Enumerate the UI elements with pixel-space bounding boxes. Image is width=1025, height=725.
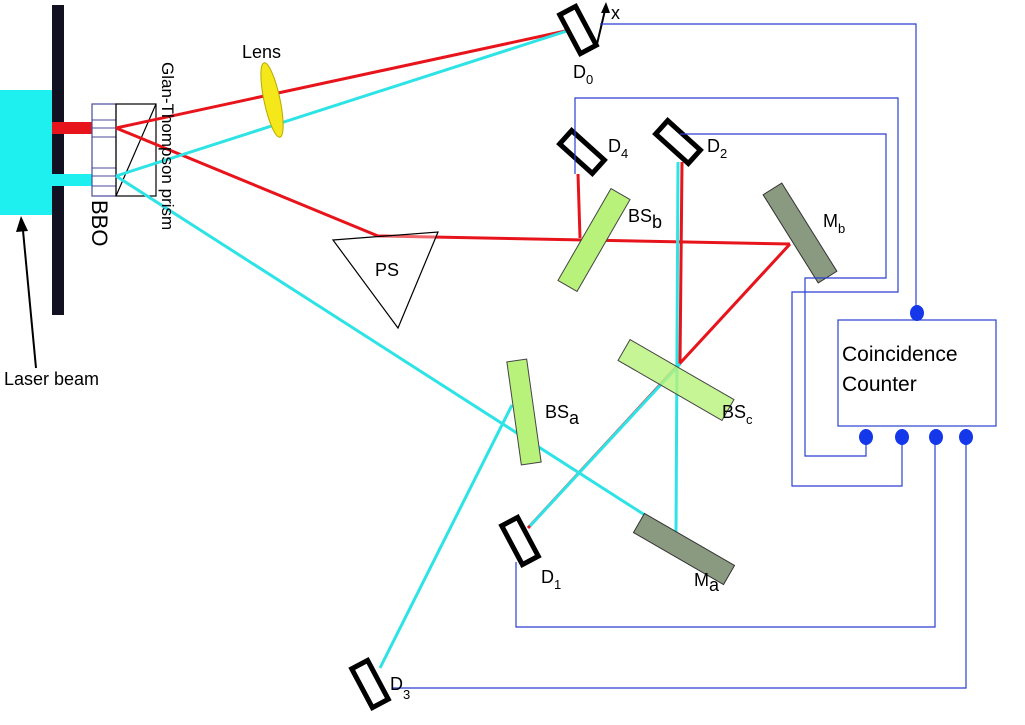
detector-d1 — [498, 513, 542, 569]
detector-d4 — [556, 127, 608, 177]
detector-d2 — [652, 117, 704, 167]
bsa-label: BSa — [545, 402, 580, 428]
bsb-label: BSb — [628, 206, 662, 232]
laser-pointer-arrow — [21, 219, 37, 369]
beamsplitter-bsa — [506, 358, 542, 466]
mb-label: Mb — [823, 211, 845, 236]
coincidence-counter — [837, 319, 997, 427]
laser-pointer-head — [16, 216, 28, 232]
cyan-beams — [115, 28, 682, 669]
signal-wires — [392, 23, 967, 689]
d3-label: D3 — [390, 674, 410, 702]
bbo-label: BBO — [87, 200, 112, 246]
bsc-label: BSc — [722, 402, 753, 427]
detector-d0 — [556, 2, 600, 58]
lens — [260, 62, 284, 138]
coincidence-label-line1: Coincidence — [842, 343, 958, 366]
red-input-beam — [52, 122, 92, 134]
mount-bar — [52, 5, 64, 315]
d1-label: D1 — [541, 567, 561, 592]
connector-dots — [859, 305, 973, 445]
d4-label: D4 — [608, 136, 628, 161]
ps-prism — [331, 231, 439, 330]
x-arrow-head — [601, 2, 610, 13]
ma-label: Ma — [694, 570, 720, 595]
beamsplitter-bsb — [557, 187, 631, 293]
red-beams — [115, 28, 792, 530]
detector-d3 — [348, 656, 392, 712]
glan-thompson-prism — [115, 103, 157, 197]
mirror-ma — [632, 512, 736, 586]
mirror-mb — [762, 182, 838, 284]
laser-source — [0, 90, 52, 215]
bbo-crystal — [91, 103, 117, 197]
cyan-input-beam — [52, 174, 92, 186]
laser-beam-label: Laser beam — [4, 369, 99, 389]
ps-label: PS — [375, 260, 399, 280]
d0-label: D0 — [573, 62, 593, 87]
lens-label: Lens — [242, 42, 281, 62]
prism-label: Glan-Thompson prism — [158, 62, 177, 230]
coincidence-label-line2: Counter — [842, 373, 917, 396]
beamsplitter-bsc — [617, 338, 735, 422]
d2-label: D2 — [707, 136, 727, 161]
x-label: x — [611, 3, 620, 23]
